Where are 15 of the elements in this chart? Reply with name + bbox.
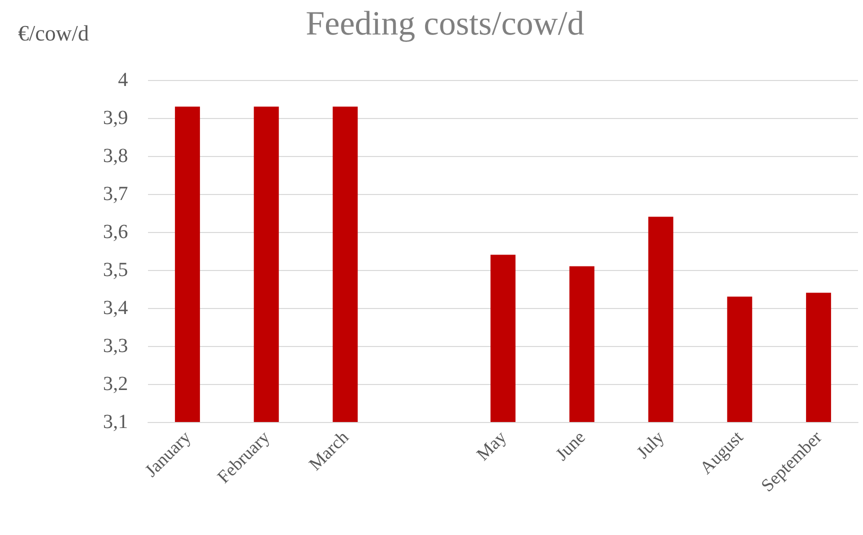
y-tick-label: 3,5 — [103, 259, 128, 281]
chart-title: Feeding costs/cow/d — [306, 6, 584, 42]
x-tick-label: May — [472, 426, 510, 464]
y-tick-label: 3,9 — [103, 107, 128, 129]
y-tick-label: 4 — [118, 69, 128, 91]
y-tick-label: 3,7 — [103, 183, 128, 205]
y-tick-label: 3,4 — [103, 297, 128, 319]
y-tick-label: 3,8 — [103, 145, 128, 167]
y-tick-label: 3,3 — [103, 335, 128, 357]
y-tick-label: 3,1 — [103, 411, 128, 433]
y-axis-title: €/cow/d — [18, 20, 89, 46]
x-tick-label: June — [552, 426, 589, 464]
y-tick-label: 3,6 — [103, 221, 128, 243]
x-tick-label: July — [632, 426, 668, 462]
y-tick-label: 3,2 — [103, 373, 128, 395]
